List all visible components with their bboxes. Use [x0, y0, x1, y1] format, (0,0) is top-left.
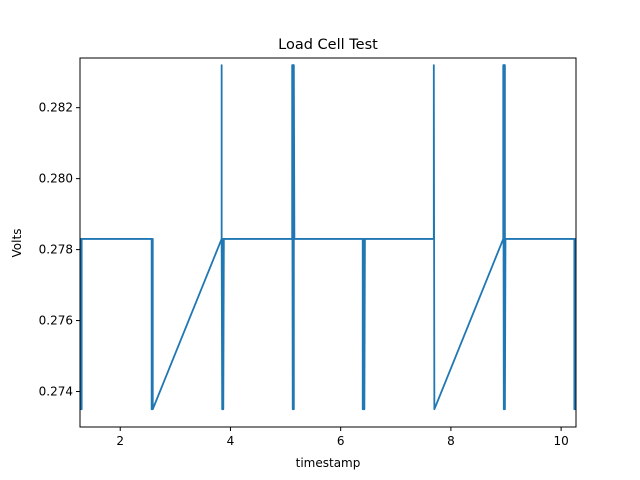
series-line-0 — [80, 64, 576, 411]
x-tick-label: 4 — [227, 434, 235, 448]
x-axis: 2 4 6 8 10 — [116, 427, 569, 448]
y-tick-label: 0.282 — [39, 101, 73, 115]
y-tick-label: 0.280 — [39, 172, 73, 186]
y-axis-title: Volts — [10, 229, 24, 258]
y-tick-label: 0.274 — [39, 385, 73, 399]
x-tick-label: 8 — [447, 434, 455, 448]
y-axis: 0.274 0.276 0.278 0.280 0.282 — [39, 101, 80, 399]
x-tick-label: 6 — [337, 434, 345, 448]
y-tick-label: 0.276 — [39, 314, 73, 328]
y-tick-label: 0.278 — [39, 243, 73, 257]
x-tick-label: 2 — [116, 434, 124, 448]
x-tick-label: 10 — [553, 434, 568, 448]
chart-title: Load Cell Test — [278, 37, 378, 53]
plot-area — [79, 57, 577, 428]
x-axis-title: timestamp — [296, 456, 361, 470]
axes-frame — [79, 57, 577, 428]
